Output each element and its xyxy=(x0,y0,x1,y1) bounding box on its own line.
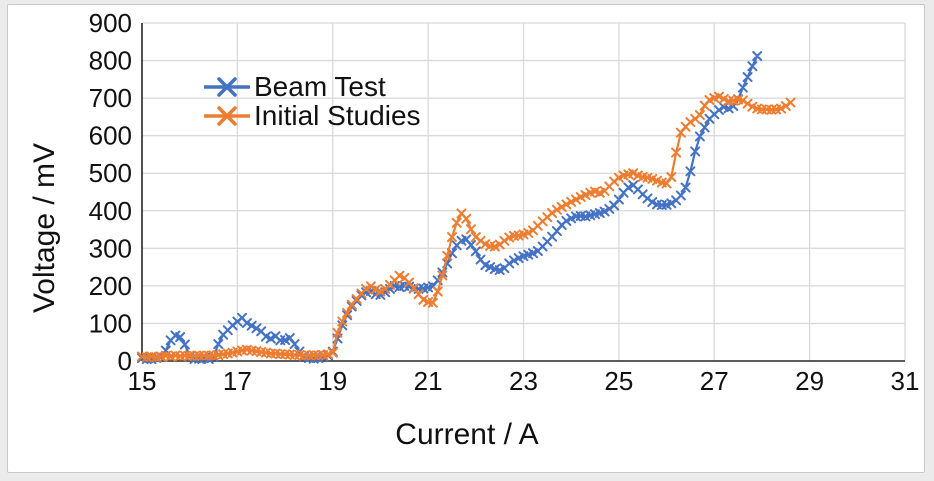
svg-text:900: 900 xyxy=(89,8,132,38)
svg-text:500: 500 xyxy=(89,158,132,188)
legend-item-initial-studies: Initial Studies xyxy=(204,101,421,130)
legend: Beam Test Initial Studies xyxy=(204,72,421,130)
svg-text:17: 17 xyxy=(223,366,252,396)
svg-text:29: 29 xyxy=(795,366,824,396)
svg-text:200: 200 xyxy=(89,271,132,301)
x-marker-icon xyxy=(204,76,250,97)
svg-text:27: 27 xyxy=(700,366,729,396)
svg-text:0: 0 xyxy=(118,346,132,376)
svg-text:300: 300 xyxy=(89,233,132,263)
svg-text:21: 21 xyxy=(414,366,443,396)
svg-text:100: 100 xyxy=(89,308,132,338)
svg-text:25: 25 xyxy=(604,366,633,396)
x-axis-title: Current / A xyxy=(395,418,539,451)
svg-text:23: 23 xyxy=(509,366,538,396)
y-axis-title: Voltage / mV xyxy=(28,142,61,314)
svg-text:800: 800 xyxy=(89,46,132,76)
svg-text:400: 400 xyxy=(89,196,132,226)
legend-label: Initial Studies xyxy=(254,99,421,131)
svg-text:15: 15 xyxy=(128,366,157,396)
legend-item-beam-test: Beam Test xyxy=(204,72,421,101)
svg-text:19: 19 xyxy=(318,366,347,396)
x-marker-icon xyxy=(204,105,250,126)
svg-text:700: 700 xyxy=(89,83,132,113)
legend-label: Beam Test xyxy=(254,70,386,102)
svg-text:31: 31 xyxy=(891,366,920,396)
svg-text:600: 600 xyxy=(89,121,132,151)
